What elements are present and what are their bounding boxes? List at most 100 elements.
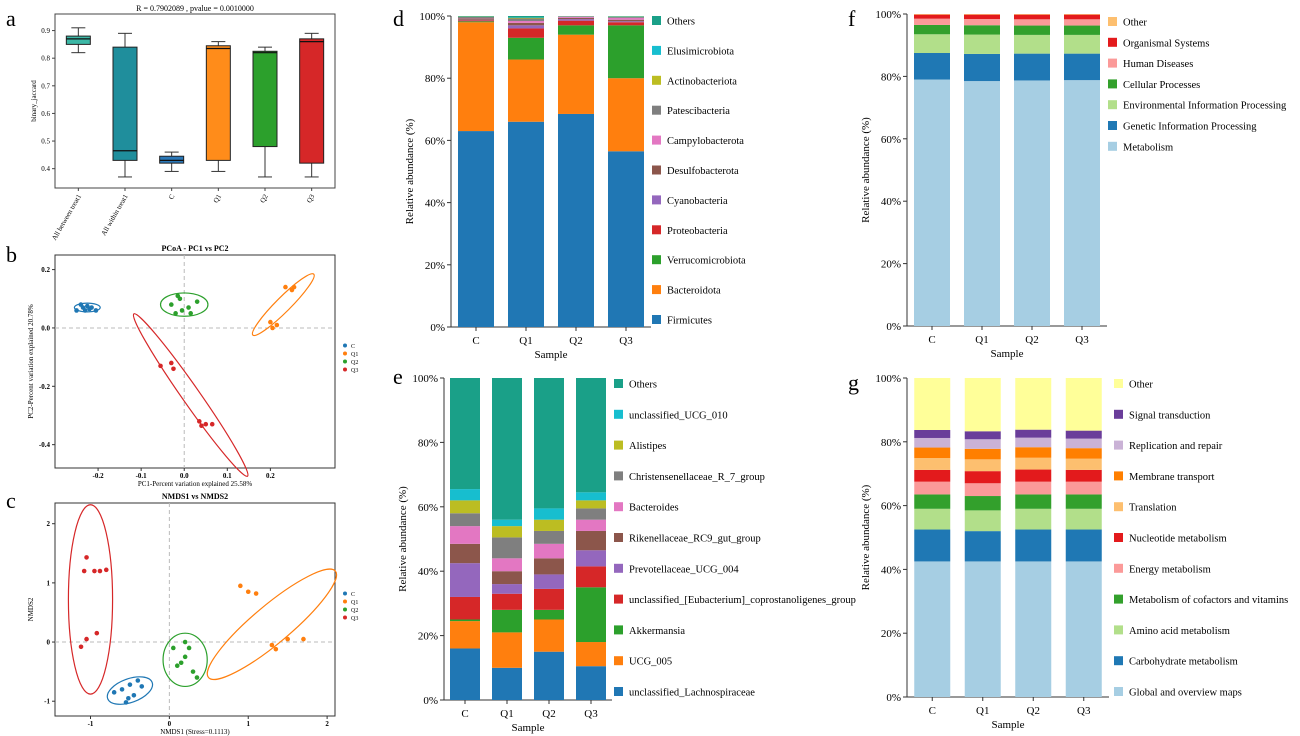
legend-swatch-Energy metabolism xyxy=(1114,563,1123,573)
bar-segment-Verrucomicrobiota xyxy=(458,21,494,23)
point-Q3 xyxy=(197,419,202,424)
bar-segment-Amino acid metabolism xyxy=(914,508,951,530)
legend-swatch-Nucleotide metabolism xyxy=(1114,533,1123,542)
bar-segment-Metabolism xyxy=(964,81,1000,326)
y-tick-label: 20% xyxy=(425,260,445,272)
legend-label: Q2 xyxy=(351,608,358,614)
bar-segment-Bacteroidota xyxy=(508,59,544,122)
legend-swatch-Elusimicrobiota xyxy=(652,45,661,55)
box-All between treat1 xyxy=(65,35,91,45)
y-axis-label: NMDS2 xyxy=(27,597,35,621)
legend-label: Genetic Information Processing xyxy=(1123,122,1257,133)
ellipse-Q3 xyxy=(67,504,114,695)
bar-segment-Metabolism xyxy=(1064,80,1100,326)
legend-swatch-Proteobacteria xyxy=(652,225,661,235)
bar-segment-Rikenellaceae_RC9_gut_group xyxy=(450,543,480,564)
bar-segment-Membrane transport xyxy=(964,448,1001,460)
legend-label: Bacteroides xyxy=(629,503,679,514)
panel-e-genus-bars: 0% 20% 40% 60% 80% 100% Relative abundance (%)… xyxy=(397,373,856,734)
bar-segment-Signal transduction xyxy=(964,431,1001,440)
point-Q1 xyxy=(283,284,288,290)
bar-segment-Membrane transport xyxy=(1015,447,1052,458)
x-axis-label: Sample xyxy=(535,349,568,361)
ellipse-Q3 xyxy=(132,313,249,477)
panel-label-f: f xyxy=(848,6,856,31)
bar-segment-Other xyxy=(914,378,951,430)
bar-segment-Verrucomicrobiota xyxy=(508,37,544,60)
y-tick-label: 0.6 xyxy=(41,110,50,118)
legend-label: Nucleotide metabolism xyxy=(1129,534,1227,545)
point-Q2 xyxy=(179,308,185,313)
legend-swatch-Rikenellaceae_RC9_gut_group xyxy=(614,533,623,542)
bar-segment-Cellular Processes xyxy=(1064,25,1100,35)
bar-segment-Others xyxy=(450,378,480,490)
bar-segment-Rikenellaceae_RC9_gut_group xyxy=(492,571,522,585)
legend-label: Desulfobacterota xyxy=(667,166,739,177)
bar-segment-Cellular Processes xyxy=(914,24,950,35)
bar-segment-Metabolism xyxy=(914,79,950,327)
bar-segment-Akkermansia xyxy=(492,609,522,633)
bar-segment-UCG_005 xyxy=(492,632,522,668)
bar-segment-Human Diseases xyxy=(964,18,1000,26)
legend-label: Q1 xyxy=(351,352,358,358)
chart-title: R = 0.7902089 , pvalue = 0.0010000 xyxy=(136,4,254,13)
bar-segment-Others xyxy=(508,16,544,18)
bar-segment-Proteobacteria xyxy=(508,28,544,38)
y-tick-label: 0.0 xyxy=(41,324,50,332)
legend-swatch-unclassified_Lachnospiraceae xyxy=(614,687,623,696)
bar-segment-Firmicutes xyxy=(608,151,644,327)
point-C xyxy=(82,308,88,313)
legend-label: Metabolism xyxy=(1123,142,1173,153)
legend-marker-C xyxy=(343,343,347,348)
bar-segment-Desulfobacterota xyxy=(558,17,594,20)
point-Q1 xyxy=(245,589,251,595)
bar-segment-unclassified_Lachnospiraceae xyxy=(450,648,480,700)
bar-segment-UCG_005 xyxy=(576,642,606,667)
legend-label: Metabolism of cofactors and vitamins xyxy=(1129,595,1288,606)
bar-segment-Environmental Information Processing xyxy=(1014,34,1050,54)
legend-swatch-Actinobacteriota xyxy=(652,75,661,85)
x-tick-label: Q3 xyxy=(619,335,633,347)
bar-segment-Prevotellaceae_UCG_004 xyxy=(576,550,606,567)
legend-label: C xyxy=(351,592,355,598)
bar-segment-Others xyxy=(534,378,564,509)
bar-segment-Environmental Information Processing xyxy=(914,34,950,53)
y-tick-label: -0.2 xyxy=(39,383,51,391)
point-Q1 xyxy=(285,636,290,642)
legend-label: unclassified_UCG_010 xyxy=(629,410,728,421)
legend-label: Replication and repair xyxy=(1129,441,1223,452)
bar-segment-Rikenellaceae_RC9_gut_group xyxy=(534,558,564,575)
legend-swatch-Translation xyxy=(1114,502,1123,512)
y-tick-label: 20% xyxy=(881,628,901,640)
legend-label: Energy metabolism xyxy=(1129,564,1211,575)
bar-segment-Global and overview maps xyxy=(1065,561,1102,697)
bar-segment-Other xyxy=(1015,378,1052,430)
y-tick-label: 0.4 xyxy=(41,165,50,173)
point-Q3 xyxy=(92,568,97,574)
bar-segment-unclassified_[Eubacterium]_coprostanoligenes_group xyxy=(450,596,480,620)
point-C xyxy=(139,684,145,689)
point-Q2 xyxy=(178,660,184,666)
legend-label: Prevotellaceae_UCG_004 xyxy=(629,564,739,575)
y-tick-label: 20% xyxy=(418,631,438,643)
point-Q1 xyxy=(301,636,306,642)
legend-label: Human Diseases xyxy=(1123,59,1193,70)
bar-segment-Others xyxy=(492,378,522,520)
bar-segment-Translation xyxy=(1015,457,1052,470)
panel-f-kegg-l1-bars: 0% 20% 40% 60% 80% 100% Relative abundance (%)… xyxy=(860,9,1287,360)
legend-label: Campylobacterota xyxy=(667,136,744,147)
bar-segment-Genetic Information Processing xyxy=(1064,53,1100,81)
bar-segment-Christensenellaceae_R_7_group xyxy=(492,537,522,559)
y-tick-label: -1 xyxy=(44,698,50,706)
bar-segment-Translation xyxy=(1065,458,1102,470)
y-axis-label: Relative abundance (%) xyxy=(404,118,416,224)
legend-swatch-Metabolism xyxy=(1108,141,1117,151)
legend-label: Global and overview maps xyxy=(1129,688,1242,699)
point-C xyxy=(135,678,141,683)
y-tick-label: 40% xyxy=(418,566,438,578)
point-C xyxy=(126,695,131,701)
bar-segment-unclassified_[Eubacterium]_coprostanoligenes_group xyxy=(576,566,606,588)
y-tick-label: 0% xyxy=(430,322,445,334)
legend-label: unclassified_Lachnospiraceae xyxy=(629,688,755,699)
point-Q1 xyxy=(253,591,259,596)
